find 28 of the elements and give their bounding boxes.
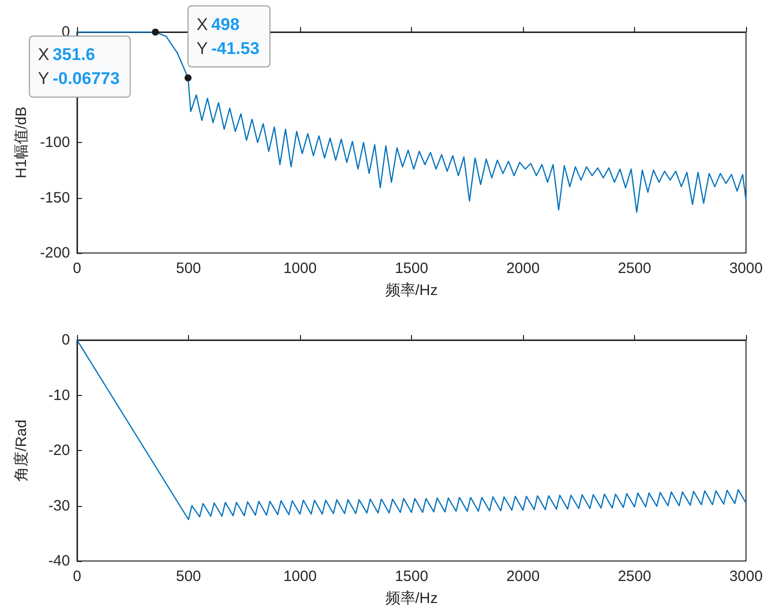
annotation: X 351.6 Y -0.06773	[38, 45, 120, 88]
x-tick-label: 2000	[506, 568, 540, 585]
y-axis-title: 角度/Rad	[13, 420, 30, 482]
x-tick-label: 500	[176, 568, 202, 585]
y-tick-label: 0	[62, 332, 70, 348]
x-tick-label: 0	[72, 568, 82, 585]
y-tick-label: -40	[48, 552, 70, 570]
y-tick-label: -150	[40, 189, 70, 206]
x-tick-label: 2500	[618, 260, 652, 277]
x-tick-label: 1500	[394, 260, 428, 277]
y-tick-label: -20	[48, 442, 70, 459]
y-tick-label: -30	[48, 497, 70, 514]
x-tick-label: 2500	[618, 568, 652, 585]
x-tick-label: 1000	[283, 260, 317, 277]
y-axis-title: H1幅值/dB	[13, 106, 30, 178]
x-tick-label: 2000	[506, 260, 540, 277]
x-tick-label: 3000	[729, 260, 763, 277]
x-tick-label: 0	[72, 260, 82, 277]
x-tick-label: 500	[176, 260, 202, 277]
y-tick-label: -10	[48, 386, 70, 404]
x-axis-title: 频率/Hz	[385, 590, 438, 607]
y-tick-label: -200	[40, 244, 70, 262]
x-tick-label: 3000	[729, 568, 763, 585]
annotation: X 498 Y -41.53	[196, 14, 260, 58]
y-tick-label: -100	[40, 134, 70, 151]
x-tick-label: 1000	[283, 568, 317, 585]
x-axis-title: 频率/Hz	[385, 282, 438, 299]
x-tick-label: 1500	[394, 568, 428, 585]
